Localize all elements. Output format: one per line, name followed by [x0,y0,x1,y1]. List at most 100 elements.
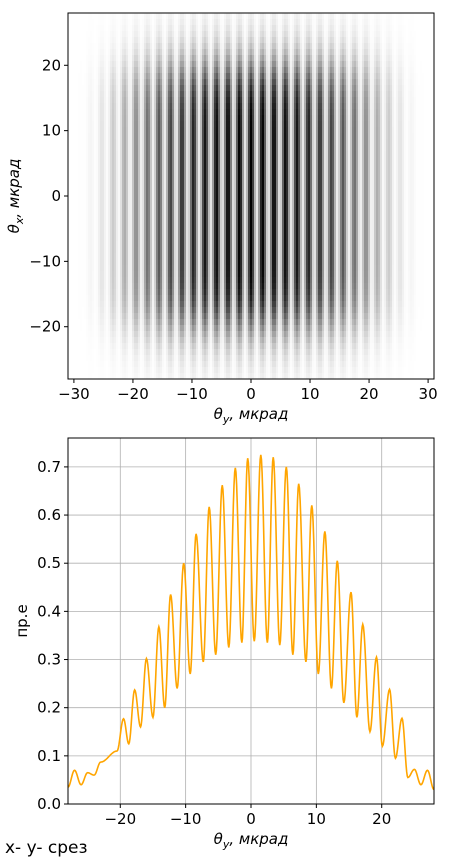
heatmap-cell [160,169,163,176]
heatmap-cell [92,151,95,158]
heatmap-cell [304,49,307,56]
heatmap-cell [182,55,185,62]
heatmap-cell [70,25,73,32]
heatmap-cell [230,163,233,170]
heatmap-cell [240,121,243,128]
heatmap-cell [380,169,383,176]
heatmap-cell [126,13,129,20]
heatmap-cell [320,127,323,134]
heatmap-cell [300,91,303,98]
heatmap-cell [100,169,103,176]
heatmap-cell [104,49,107,56]
heatmap-cell [366,145,369,152]
heatmap-cell [360,67,363,74]
heatmap-cell [396,85,399,92]
heatmap-cell [204,121,207,128]
heatmap-cell [308,133,311,140]
heatmap-cell [228,115,231,122]
heatmap-cell [316,19,319,26]
heatmap-cell [250,79,253,86]
heatmap-cell [312,103,315,110]
heatmap-cell [372,13,375,20]
heatmap-cell [144,145,147,152]
heatmap-cell [174,61,177,68]
heatmap-cell [98,133,101,140]
heatmap-cell [124,109,127,116]
heatmap-cell [84,127,87,134]
heatmap-cell [96,61,99,68]
heatmap-cell [176,85,179,92]
heatmap-cell [138,37,141,44]
heatmap-cell [354,85,357,92]
heatmap-cell [262,163,265,170]
heatmap-cell [268,145,271,152]
heatmap-cell [88,157,91,164]
heatmap-cell [342,151,345,158]
heatmap-cell [68,55,71,62]
heatmap-cell [158,43,161,50]
heatmap-cell [194,25,197,32]
heatmap-cell [344,139,347,146]
heatmap-cell [202,67,205,74]
heatmap-cell [398,163,401,170]
heatmap-cell [284,115,287,122]
heatmap-cell [212,97,215,104]
heatmap-cell [90,61,93,68]
heatmap-cell [96,133,99,140]
heatmap-cell [136,43,139,50]
heatmap-cell [302,121,305,128]
heatmap-cell [272,109,275,116]
heatmap-cell [428,157,431,164]
heatmap-cell [310,61,313,68]
heatmap-cell [348,151,351,158]
heatmap-cell [106,121,109,128]
heatmap-cell [358,19,361,26]
heatmap-cell [180,13,183,20]
heatmap-cell [256,115,259,122]
heatmap-cell [116,169,119,176]
heatmap-cell [246,169,249,176]
heatmap-cell [106,103,109,110]
heatmap-cell [102,175,105,182]
heatmap-cell [324,163,327,170]
heatmap-cell [416,133,419,140]
heatmap-cell [314,157,317,164]
heatmap-cell [300,67,303,74]
heatmap-cell [430,37,433,44]
heatmap-cell [148,115,151,122]
heatmap-cell [118,163,121,170]
heatmap-cell [286,67,289,74]
heatmap-cell [288,85,291,92]
heatmap-cell [388,115,391,122]
heatmap-cell [222,169,225,176]
heatmap-cell [150,115,153,122]
heatmap-cell [398,85,401,92]
heatmap-cell [176,13,179,20]
heatmap-cell [144,91,147,98]
heatmap-cell [248,13,251,20]
heatmap-cell [88,25,91,32]
heatmap-cell [332,169,335,176]
heatmap-cell [422,133,425,140]
heatmap-cell [398,127,401,134]
heatmap-cell [342,25,345,32]
heatmap-cell [240,133,243,140]
heatmap-cell [322,103,325,110]
heatmap-cell [306,19,309,26]
heatmap-cell [118,49,121,56]
heatmap-cell [162,127,165,134]
heatmap-cell [220,73,223,80]
heatmap-cell [318,163,321,170]
heatmap-cell [380,121,383,128]
heatmap-cell [110,139,113,146]
heatmap-cell [186,127,189,134]
heatmap-cell [286,79,289,86]
heatmap-cell [146,61,149,68]
heatmap-cell [148,109,151,116]
heatmap-cell [258,25,261,32]
heatmap-cell [78,151,81,158]
heatmap-cell [194,61,197,68]
heatmap-cell [346,73,349,80]
heatmap-cell [278,115,281,122]
heatmap-cell [118,115,121,122]
